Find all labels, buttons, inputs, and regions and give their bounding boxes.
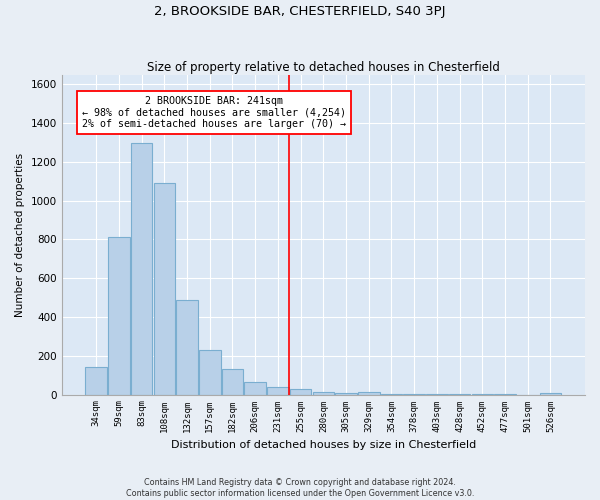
Bar: [199, 350, 221, 395]
Bar: [267, 387, 289, 394]
Bar: [335, 392, 357, 394]
Bar: [108, 236, 130, 394]
Bar: [222, 370, 243, 394]
Bar: [244, 382, 266, 394]
Bar: [131, 142, 152, 394]
Title: Size of property relative to detached houses in Chesterfield: Size of property relative to detached ho…: [147, 60, 500, 74]
Bar: [290, 389, 311, 394]
Bar: [313, 392, 334, 394]
Bar: [85, 368, 107, 394]
Text: Contains HM Land Registry data © Crown copyright and database right 2024.
Contai: Contains HM Land Registry data © Crown c…: [126, 478, 474, 498]
Y-axis label: Number of detached properties: Number of detached properties: [15, 152, 25, 316]
Bar: [154, 183, 175, 394]
Text: 2 BROOKSIDE BAR: 241sqm
← 98% of detached houses are smaller (4,254)
2% of semi-: 2 BROOKSIDE BAR: 241sqm ← 98% of detache…: [82, 96, 346, 129]
Bar: [358, 392, 380, 394]
Bar: [176, 300, 198, 394]
Bar: [539, 392, 561, 394]
X-axis label: Distribution of detached houses by size in Chesterfield: Distribution of detached houses by size …: [171, 440, 476, 450]
Text: 2, BROOKSIDE BAR, CHESTERFIELD, S40 3PJ: 2, BROOKSIDE BAR, CHESTERFIELD, S40 3PJ: [154, 5, 446, 18]
